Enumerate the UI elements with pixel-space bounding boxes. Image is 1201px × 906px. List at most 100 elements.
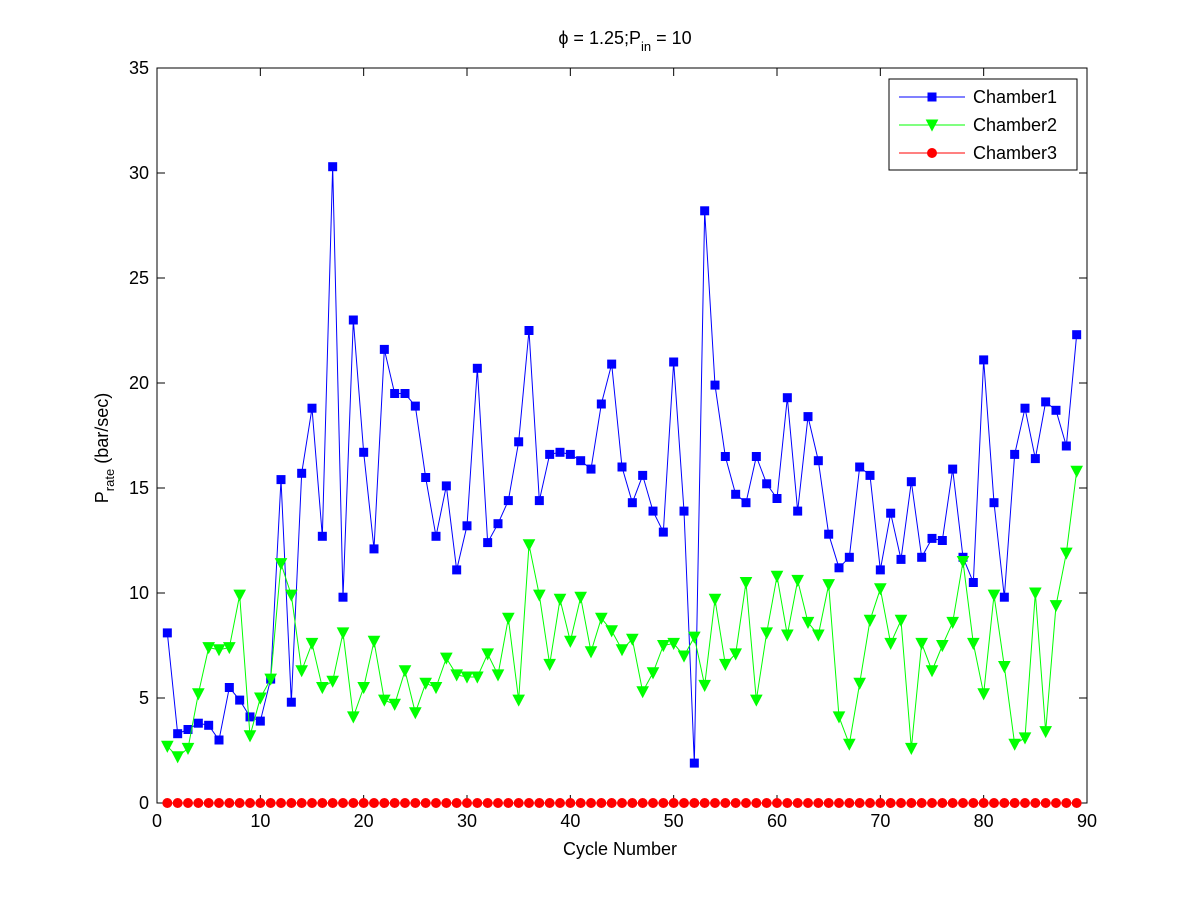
data-point	[605, 625, 618, 638]
data-point	[533, 589, 546, 602]
legend: Chamber1 Chamber2 Chamber3	[888, 78, 1078, 171]
data-point	[710, 798, 720, 808]
data-point	[646, 667, 660, 680]
data-point	[181, 742, 195, 755]
data-point	[822, 579, 835, 592]
data-point	[348, 798, 359, 808]
x-tick-label: 60	[767, 811, 787, 831]
y-axis-label-rest: (bar/sec)	[92, 393, 112, 469]
data-point	[781, 629, 794, 642]
data-point	[989, 798, 999, 808]
data-point	[347, 711, 360, 724]
data-point	[462, 798, 472, 808]
data-point	[596, 798, 607, 808]
data-point	[398, 665, 412, 678]
chart-title-sub: in	[641, 39, 651, 54]
data-point	[606, 798, 617, 808]
legend-item-chamber2: Chamber2	[899, 115, 1057, 135]
data-point	[224, 798, 235, 808]
data-point	[574, 591, 587, 604]
data-point	[389, 798, 400, 808]
data-point	[491, 669, 505, 682]
x-axis-ticks: 0 10 20 30 40 50 60 70 80 90	[152, 68, 1097, 831]
y-axis-ticks: 0 5 10 15 20 25 30 35	[129, 58, 1087, 813]
data-point	[276, 798, 286, 808]
y-axis-label-sub: rate	[102, 469, 117, 491]
data-point	[729, 648, 742, 661]
data-point	[584, 646, 598, 659]
data-point	[874, 583, 887, 596]
data-point	[637, 798, 648, 808]
data-point	[369, 798, 379, 808]
data-point	[812, 629, 825, 642]
legend-item-chamber3: Chamber3	[899, 143, 1057, 163]
data-point	[832, 711, 846, 724]
data-point	[699, 798, 710, 808]
data-point	[245, 798, 255, 808]
legend-item-chamber1: Chamber1	[899, 87, 1057, 107]
data-point	[214, 735, 224, 745]
data-point	[946, 616, 959, 629]
data-point	[968, 578, 978, 587]
data-point	[513, 798, 524, 808]
data-point	[431, 531, 441, 541]
data-point	[162, 628, 172, 638]
data-point	[865, 798, 875, 808]
data-point	[977, 688, 990, 701]
data-point	[710, 380, 720, 390]
data-point	[565, 798, 576, 808]
data-point	[171, 751, 184, 764]
data-point	[648, 798, 658, 808]
data-point	[658, 527, 668, 537]
data-point	[978, 798, 989, 808]
data-point	[193, 798, 204, 808]
x-tick-label: 30	[457, 811, 477, 831]
data-point	[617, 462, 627, 472]
data-point	[607, 359, 617, 369]
data-point	[948, 464, 958, 474]
data-point	[472, 363, 482, 373]
data-point	[834, 563, 844, 573]
data-point	[483, 538, 493, 548]
data-point	[844, 552, 854, 562]
data-point	[677, 650, 691, 663]
data-point	[617, 798, 627, 808]
data-point	[905, 742, 918, 755]
data-point	[1029, 587, 1042, 600]
data-point	[441, 481, 451, 491]
series-chamber1	[162, 162, 1082, 768]
data-point	[357, 682, 370, 695]
chart-title-rest: = 10	[651, 28, 692, 48]
data-point	[730, 798, 741, 808]
data-point	[1071, 798, 1082, 808]
data-point	[462, 521, 472, 531]
data-point	[1049, 600, 1063, 613]
data-point	[741, 798, 751, 808]
data-point	[265, 798, 276, 808]
series-chamber3	[162, 798, 1082, 808]
y-tick-label: 0	[139, 793, 149, 813]
data-point	[1041, 397, 1051, 407]
data-point	[823, 798, 834, 808]
data-point	[720, 452, 730, 461]
y-tick-label: 10	[129, 583, 149, 603]
data-point	[441, 798, 452, 808]
data-point	[482, 798, 493, 808]
data-point	[937, 536, 947, 545]
legend-marker	[927, 148, 937, 158]
data-point	[813, 798, 824, 808]
data-point	[307, 798, 317, 808]
data-point	[450, 669, 463, 682]
data-point	[896, 554, 906, 564]
data-point	[162, 798, 173, 808]
data-point	[379, 798, 390, 808]
data-point	[1060, 547, 1073, 560]
data-point	[358, 798, 369, 808]
data-point	[916, 798, 927, 808]
data-point	[576, 456, 586, 466]
data-point	[243, 730, 257, 743]
x-tick-label: 80	[974, 811, 994, 831]
data-point	[503, 798, 514, 808]
data-point	[648, 506, 658, 516]
x-tick-label: 90	[1077, 811, 1097, 831]
